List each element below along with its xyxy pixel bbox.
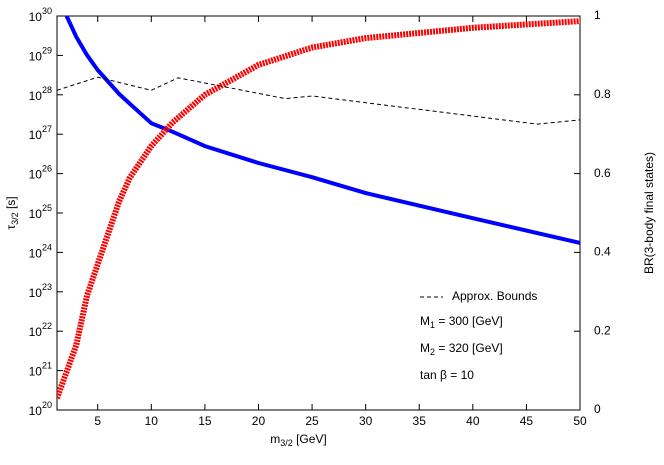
annotation: M2 = 320 [GeV] — [420, 341, 503, 357]
y-axis-label: τ3/2 [s] — [4, 196, 20, 229]
y-tick-label-exponent: 22 — [42, 322, 52, 332]
y-tick-label: 1023 — [29, 282, 52, 300]
y-tick-label-main: 10 — [29, 286, 43, 300]
y2-tick-label: 1 — [594, 8, 601, 22]
y-tick-label-exponent: 24 — [42, 243, 52, 253]
y-tick-label: 1020 — [29, 400, 52, 418]
y-tick-label: 1021 — [29, 361, 52, 379]
y2-tick-label: 0.4 — [594, 245, 611, 259]
annotation: M1 = 300 [GeV] — [420, 314, 503, 330]
y-axis-label-rest: [s] — [4, 196, 18, 212]
y-tick-label-main: 10 — [29, 168, 43, 182]
y-tick-label-exponent: 21 — [42, 361, 52, 371]
x-tick-label: 35 — [413, 414, 427, 428]
y-tick-label-exponent: 29 — [42, 46, 52, 56]
y2-tick-label: 0.2 — [594, 323, 611, 337]
y2-tick-label: 0.8 — [594, 87, 611, 101]
x-tick-label: 30 — [359, 414, 373, 428]
annotation-rest: = 300 [GeV] — [435, 314, 503, 328]
y-tick-label-exponent: 30 — [42, 6, 52, 16]
y-tick-label-main: 10 — [29, 325, 43, 339]
y-tick-label-exponent: 28 — [42, 85, 52, 95]
y2-tick-label: 0.6 — [594, 166, 611, 180]
y-tick-label-exponent: 26 — [42, 164, 52, 174]
x-axis-label-subscript: 3/2 — [280, 438, 293, 448]
annotation-subscript: 2 — [430, 347, 435, 357]
y-tick-label-main: 10 — [29, 365, 43, 379]
annotation-subscript: 1 — [430, 320, 435, 330]
x-tick-label: 40 — [466, 414, 480, 428]
x-tick-label: 20 — [252, 414, 266, 428]
x-tick-label: 45 — [520, 414, 534, 428]
y-tick-label: 1028 — [29, 85, 52, 103]
y-tick-label: 1024 — [29, 243, 52, 261]
x-tick-label: 5 — [94, 414, 101, 428]
x-tick-label: 10 — [145, 414, 159, 428]
annotation-main: tan β = 10 — [420, 368, 474, 382]
x-axis-label: m3/2 [GeV] — [270, 432, 327, 448]
point-band — [57, 18, 580, 400]
y-tick-label: 1030 — [29, 6, 52, 24]
annotation-rest: = 320 [GeV] — [435, 341, 503, 355]
y-tick-label-main: 10 — [29, 404, 43, 418]
x-tick-label: 25 — [305, 414, 319, 428]
y-tick-label-main: 10 — [29, 247, 43, 261]
y-tick-label-main: 10 — [29, 50, 43, 64]
x-axis-label-rest: [GeV] — [293, 432, 327, 446]
y-tick-label: 1026 — [29, 164, 52, 182]
x-axis-label-main: m — [270, 432, 280, 446]
y-tick-label: 1027 — [29, 125, 52, 143]
legend-label: Approx. Bounds — [452, 289, 537, 303]
y2-tick-label: 0 — [594, 402, 601, 416]
y-tick-label-exponent: 20 — [42, 400, 52, 410]
y-tick-label-main: 10 — [29, 128, 43, 142]
x-tick-label: 50 — [573, 414, 587, 428]
y-tick-label-exponent: 27 — [42, 125, 52, 135]
y-tick-label: 1022 — [29, 322, 52, 340]
annotation-main: M — [420, 314, 430, 328]
x-tick-label: 15 — [198, 414, 212, 428]
y-tick-label: 1025 — [29, 203, 52, 221]
y-tick-label: 1029 — [29, 46, 52, 64]
y-tick-label-exponent: 23 — [42, 282, 52, 292]
bound-line — [57, 76, 580, 125]
annotation-main: M — [420, 341, 430, 355]
y-axis-label-subscript: 3/2 — [10, 212, 20, 225]
annotation: tan β = 10 — [420, 368, 474, 382]
y2-axis-label: BR(3-body final states) — [642, 152, 656, 274]
y-tick-label-exponent: 25 — [42, 203, 52, 213]
y-tick-label-main: 10 — [29, 10, 43, 24]
y-tick-label-main: 10 — [29, 89, 43, 103]
point-band — [64, 16, 580, 245]
y-axis-label-main: τ — [4, 225, 18, 230]
y-tick-label-main: 10 — [29, 207, 43, 221]
